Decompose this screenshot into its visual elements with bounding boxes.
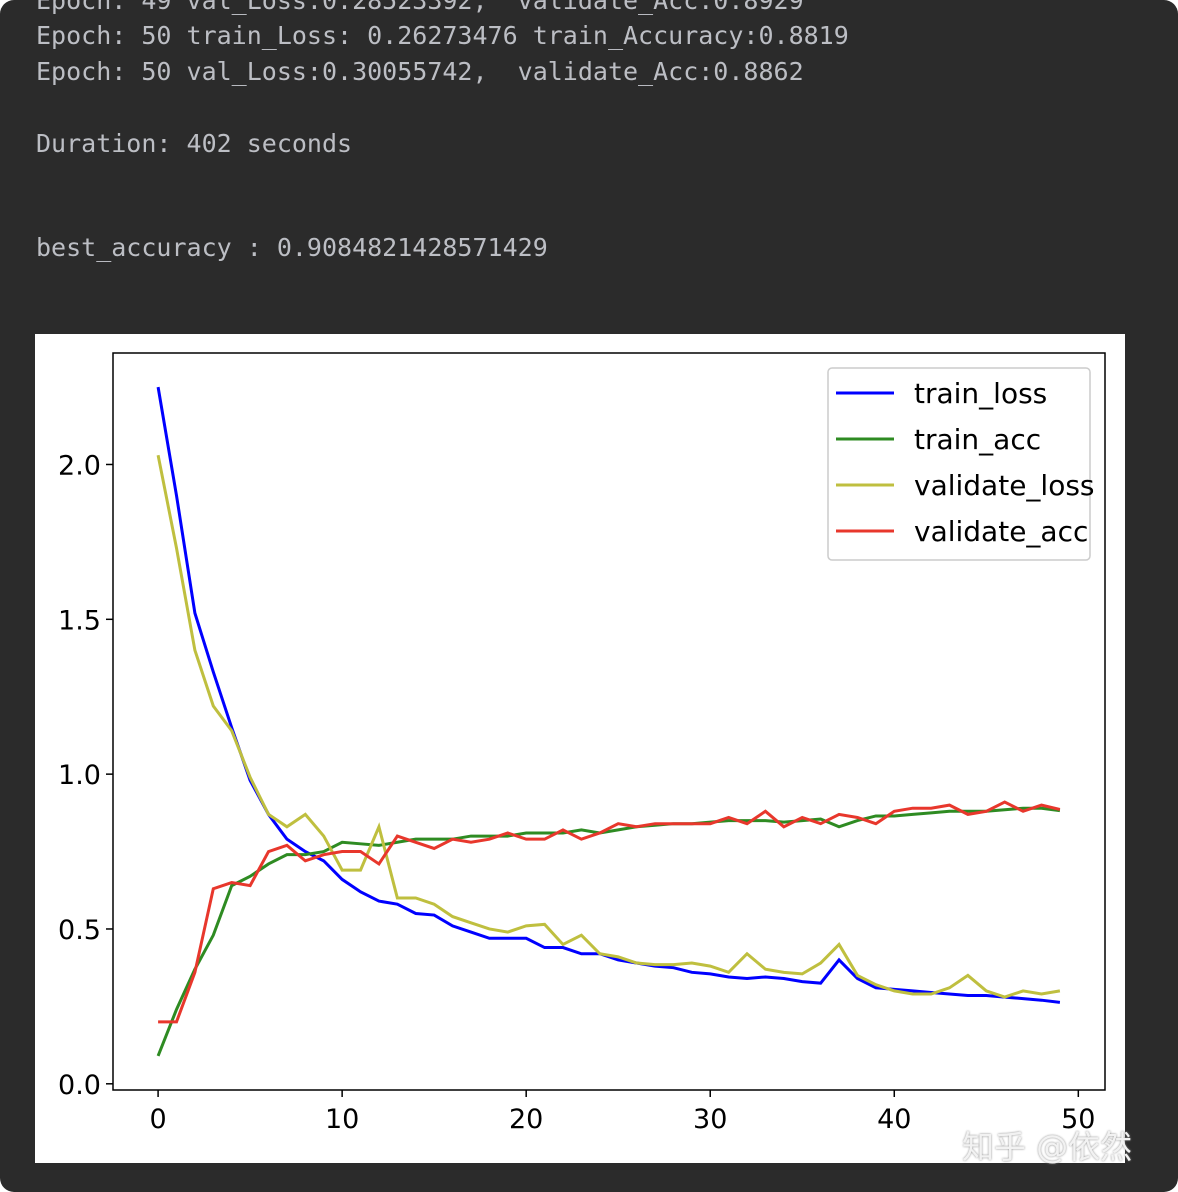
legend-box xyxy=(827,367,1091,561)
legend-label: train_acc xyxy=(914,423,1041,456)
x-tick-label: 20 xyxy=(509,1104,543,1135)
console-line: best_accuracy : 0.9084821428571429 xyxy=(36,233,548,262)
y-tick-label: 1.5 xyxy=(58,605,101,636)
x-tick-label: 30 xyxy=(693,1104,727,1135)
y-tick-label: 2.0 xyxy=(58,450,101,481)
watermark: 知乎 @依然 xyxy=(962,1128,1133,1166)
series-line xyxy=(158,800,1061,1024)
legend-label: validate_acc xyxy=(914,515,1088,548)
legend-label: train_loss xyxy=(914,377,1047,410)
x-tick-label: 50 xyxy=(1061,1104,1095,1135)
legend-label: validate_loss xyxy=(914,469,1095,502)
plot-frame xyxy=(112,352,1106,1091)
chart: 0 10 20 30 40 50 0.0 0.5 1.0 1.5 2.0 train_losstrai… xyxy=(58,352,1106,1135)
y-tick-label: 0.5 xyxy=(58,915,101,946)
y-tick-label: 1.0 xyxy=(58,760,101,791)
console-line: Duration: 402 seconds xyxy=(36,129,353,158)
console-line: Epoch: 50 train_Loss: 0.26273476 train_A… xyxy=(36,21,849,50)
series-line xyxy=(156,454,1061,999)
console-line: Epoch: 49 val_Loss:0.28523392, validate_… xyxy=(36,0,804,15)
y-tick-label: 0.0 xyxy=(58,1070,101,1101)
x-tick-label: 0 xyxy=(149,1104,166,1135)
x-tick-label: 40 xyxy=(877,1104,911,1135)
series-line xyxy=(156,806,1061,1057)
console-line: Epoch: 50 val_Loss:0.30055742, validate_… xyxy=(36,57,804,86)
x-tick-label: 10 xyxy=(325,1104,359,1135)
